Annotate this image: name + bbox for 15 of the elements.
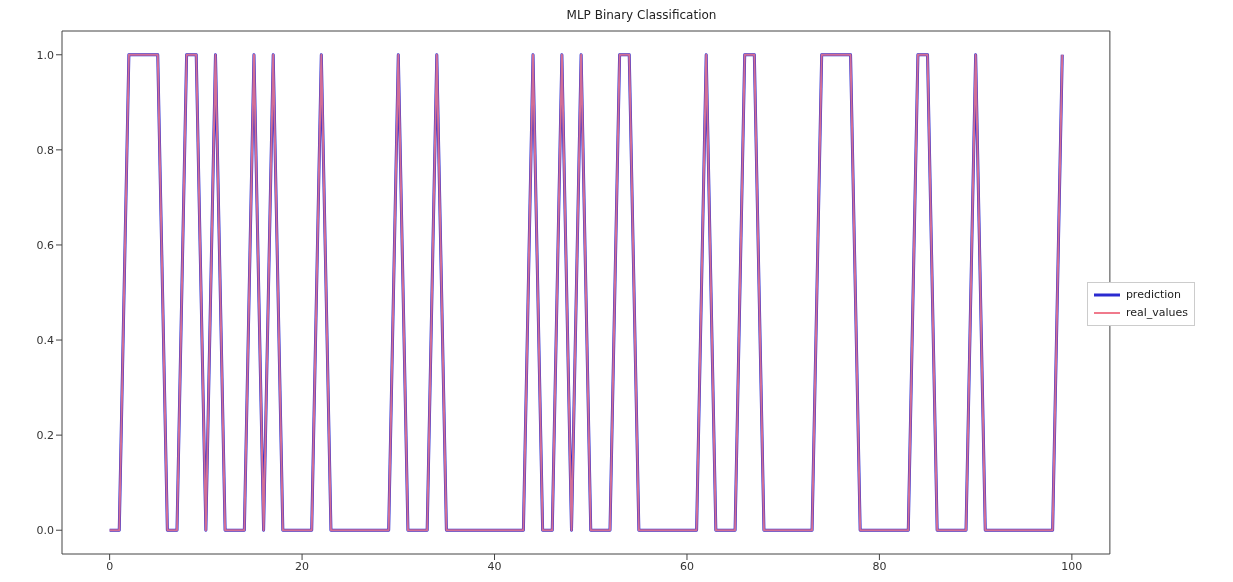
y-tick-label: 0.4 xyxy=(36,333,54,347)
legend-label: prediction xyxy=(1125,287,1182,303)
x-tick-label: 40 xyxy=(487,559,502,573)
y-tick-label: 0.0 xyxy=(36,524,54,538)
x-tick-label: 80 xyxy=(872,559,887,573)
legend-label: real_values xyxy=(1125,305,1188,321)
chart-title: MLP Binary Classification xyxy=(565,8,718,24)
x-tick-label: 100 xyxy=(1061,559,1083,573)
y-tick-label: 0.6 xyxy=(36,238,54,252)
x-tick-label: 20 xyxy=(295,559,310,573)
y-tick-label: 0.8 xyxy=(36,143,54,157)
x-tick-label: 0 xyxy=(106,559,114,573)
y-tick-label: 1.0 xyxy=(36,48,54,62)
y-tick-label: 0.2 xyxy=(36,429,54,443)
x-tick-label: 60 xyxy=(679,559,694,573)
